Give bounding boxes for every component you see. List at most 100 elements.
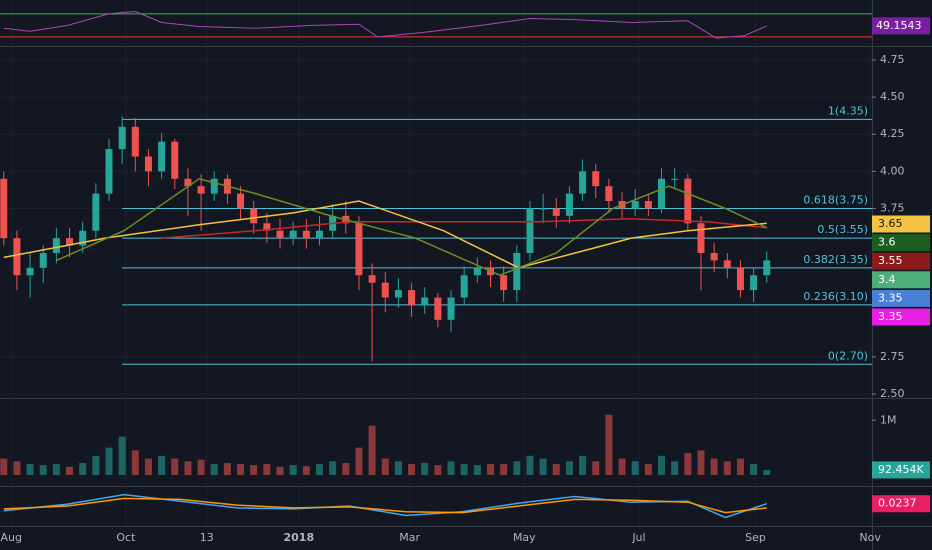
fib-label: 0(2.70): [828, 349, 868, 362]
volume-bar: [250, 465, 258, 475]
candle-body: [750, 275, 758, 291]
candle-body: [592, 171, 600, 187]
candle-body: [302, 230, 310, 239]
volume-bar: [381, 458, 389, 475]
candle-body: [210, 178, 218, 194]
candle-body: [105, 149, 113, 194]
volume-bar: [460, 464, 468, 475]
volume-bar: [52, 464, 60, 475]
volume-bar: [552, 464, 560, 475]
y-tick-label: 1M: [880, 413, 897, 426]
candle-body: [763, 260, 771, 276]
candle-body: [289, 230, 297, 239]
y-tick-label: 3.75: [880, 201, 905, 214]
candle-body: [131, 126, 139, 157]
candle-body: [0, 178, 8, 239]
volume-bar: [171, 458, 179, 475]
candle-body: [355, 223, 363, 276]
y-tick-label: 2.50: [880, 387, 905, 400]
volume-bar: [513, 461, 521, 475]
volume-bar: [276, 466, 284, 475]
candle-body: [263, 223, 271, 231]
moving-average: [56, 177, 768, 277]
volume-bar: [736, 458, 744, 475]
candle-body: [539, 208, 547, 210]
macd-line: [3, 497, 767, 514]
candle-body: [13, 238, 21, 276]
price-badge: [872, 271, 930, 289]
moving-average: [3, 200, 767, 269]
volume-bar: [539, 458, 547, 475]
rsi-line: [3, 10, 768, 39]
volume-bar: [118, 436, 126, 475]
candle-body: [92, 193, 100, 231]
x-tick-label: Sep: [745, 531, 766, 544]
volume-bar: [526, 455, 534, 475]
candle-body: [52, 238, 60, 253]
volume-bar: [0, 458, 8, 475]
volume-bar: [92, 455, 100, 475]
price-badge: [872, 215, 930, 233]
volume-badge-label: 92.454K: [878, 463, 924, 476]
volume-badge: [872, 461, 930, 479]
candle-body: [39, 252, 47, 268]
candle-body: [644, 201, 652, 209]
x-tick-label: 13: [200, 531, 214, 544]
candle-body: [552, 208, 560, 216]
candle-body: [526, 208, 534, 253]
volume-bar: [355, 447, 363, 475]
candle-body: [697, 223, 705, 253]
volume-bar: [79, 462, 87, 475]
candle-body: [684, 178, 692, 224]
candle-body: [447, 297, 455, 320]
candle-body: [421, 297, 429, 305]
volume-bar: [644, 464, 652, 475]
candle-body: [408, 290, 416, 305]
volume-bar: [223, 462, 231, 475]
price-badge-label: 3.4: [878, 273, 896, 286]
volume-bar: [66, 466, 74, 475]
volume-bar: [684, 453, 692, 475]
candle-body: [237, 193, 245, 209]
candle-body: [710, 252, 718, 261]
rsi-badge: [872, 17, 930, 35]
price-badge: [872, 234, 930, 252]
volume-bar: [565, 461, 573, 475]
candle-body: [736, 267, 744, 291]
x-tick-label: Aug: [1, 531, 22, 544]
volume-bar: [592, 461, 600, 475]
candle-body: [565, 193, 573, 216]
volume-bar: [263, 464, 271, 475]
volume-bar: [579, 455, 587, 475]
x-tick-label: Jul: [631, 531, 645, 544]
price-badge: [872, 289, 930, 307]
price-badge-label: 3.35: [878, 291, 903, 304]
candle-body: [394, 290, 402, 298]
volume-bar: [237, 464, 245, 475]
candle-body: [579, 171, 587, 194]
x-tick-label: Nov: [859, 531, 881, 544]
volume-bar: [434, 465, 442, 475]
volume-bar: [144, 458, 152, 475]
volume-bar: [302, 466, 310, 475]
candle-body: [500, 275, 508, 291]
fib-label: 1(4.35): [828, 104, 868, 117]
volume-bar: [710, 458, 718, 475]
volume-bar: [763, 469, 771, 475]
volume-bar: [697, 450, 705, 475]
candle-body: [631, 201, 639, 209]
volume-bar: [184, 461, 192, 475]
fib-label: 0.618(3.75): [803, 193, 868, 206]
volume-bar: [447, 461, 455, 475]
volume-bar: [342, 462, 350, 475]
candle-body: [250, 208, 258, 224]
volume-bar: [210, 464, 218, 475]
candle-body: [26, 267, 34, 276]
price-badge-label: 3.35: [878, 310, 903, 323]
volume-bar: [605, 414, 613, 475]
candle-body: [723, 260, 731, 268]
volume-bar: [26, 464, 34, 475]
candle-body: [473, 267, 481, 276]
y-tick-label: 2.75: [880, 350, 905, 363]
volume-bar: [105, 447, 113, 475]
